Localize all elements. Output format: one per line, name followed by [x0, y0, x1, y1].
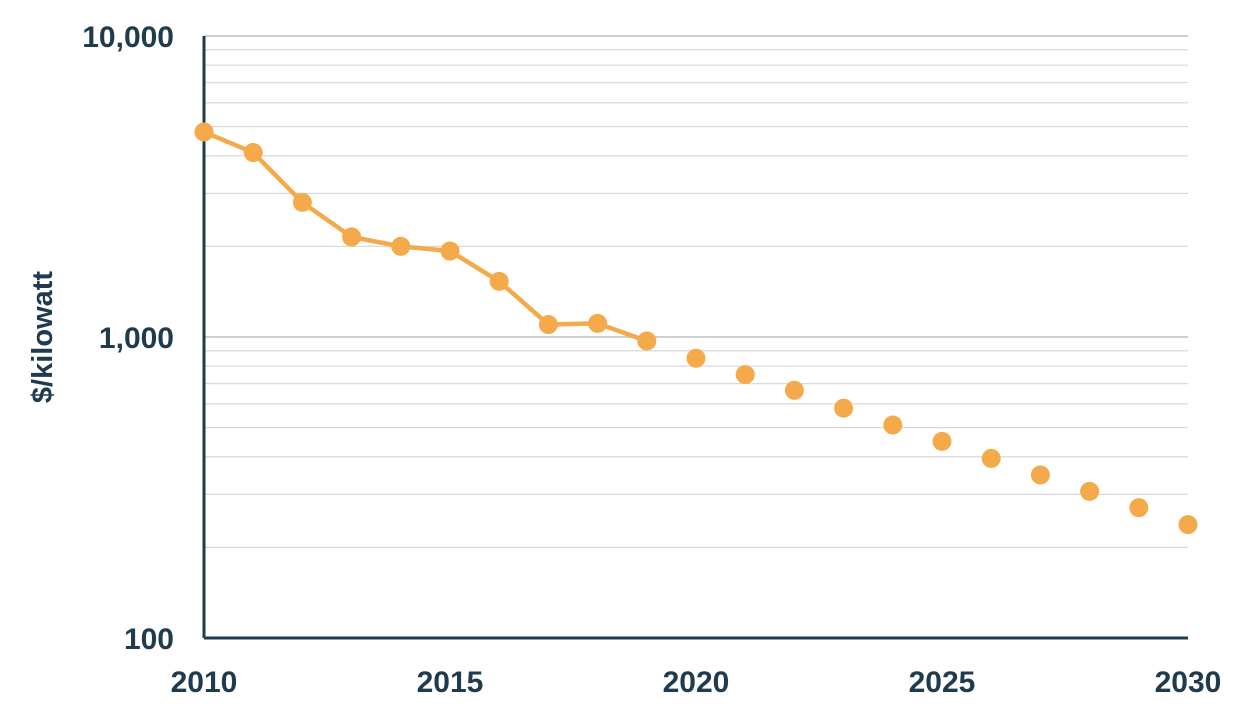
data-point — [292, 192, 312, 212]
projection-point — [883, 415, 903, 435]
gridlines — [204, 35, 1188, 548]
projection-point — [981, 448, 1001, 468]
data-point — [194, 122, 214, 142]
projection-point — [686, 348, 706, 368]
data-point — [489, 271, 509, 291]
data-point — [637, 331, 657, 351]
data-point — [391, 236, 411, 256]
projection-point — [1129, 498, 1149, 518]
data-point — [440, 241, 460, 261]
x-tick-label: 2025 — [909, 666, 976, 699]
x-tick-label: 2010 — [171, 666, 238, 699]
projection-point — [932, 431, 952, 451]
y-tick-labels: 100 1,000 10,000 — [82, 21, 174, 656]
series-line — [201, 129, 650, 344]
x-tick-label: 2015 — [417, 666, 484, 699]
y-tick-label: 100 — [124, 623, 174, 656]
projection-point — [1080, 481, 1100, 501]
y-tick-label: 1,000 — [99, 322, 174, 355]
projection-point — [1178, 515, 1198, 535]
x-tick-labels: 2010 2015 2020 2025 2030 — [171, 666, 1222, 699]
series — [194, 122, 1198, 535]
x-tick-label: 2030 — [1155, 666, 1222, 699]
data-point — [243, 143, 263, 163]
y-axis-title: $/kilowatt — [27, 271, 59, 403]
projection-point — [834, 398, 854, 418]
projection-point — [784, 380, 804, 400]
data-point — [588, 313, 608, 333]
projection-point — [1030, 465, 1050, 485]
data-point — [538, 315, 558, 335]
x-tick-label: 2020 — [663, 666, 730, 699]
data-point — [342, 227, 362, 247]
projection-point — [735, 365, 755, 385]
y-tick-label: 10,000 — [82, 21, 174, 54]
